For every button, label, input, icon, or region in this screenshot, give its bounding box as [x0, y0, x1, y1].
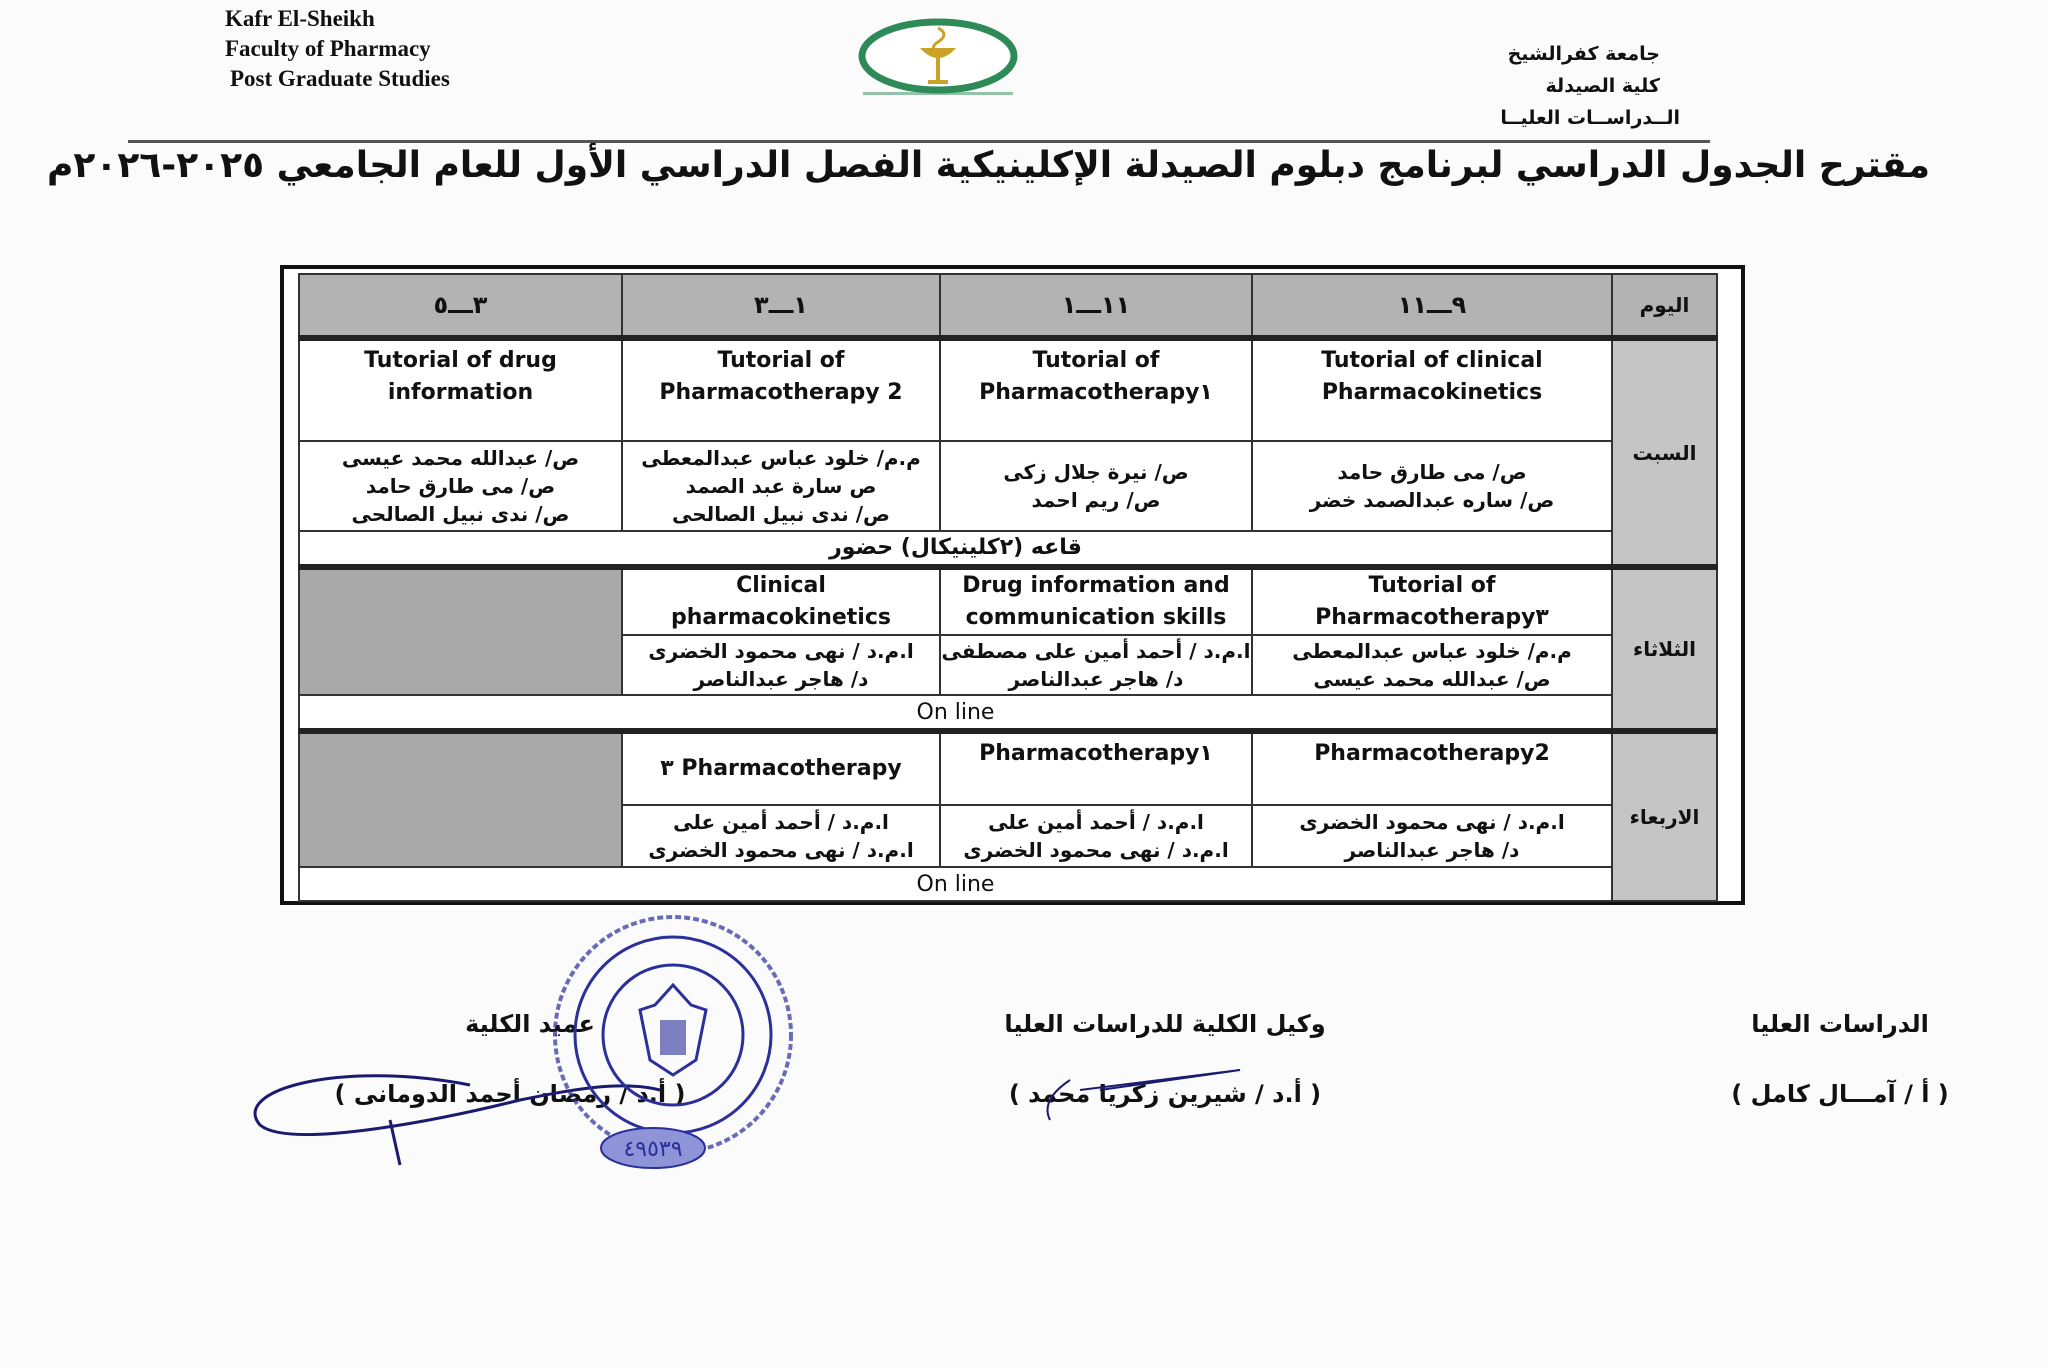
staff-name: م.م/ خلود عباس عبدالمعطى [1292, 639, 1572, 663]
staff-name: ص سارة عبد الصمد [685, 474, 877, 498]
handwritten-signatures [253, 1069, 1241, 1166]
course-cell: Tutorial of Pharmacotherapy٣ [1251, 564, 1613, 636]
arabic-letterhead: جامعة كفرالشيخ كلية الصيدلة الــدراســات… [1440, 38, 1680, 134]
header-slot-3-5: ٣ـــ٥ [298, 273, 623, 341]
header-slot-9-11: ٩ـــ١١ [1251, 273, 1613, 341]
signature-name: ( أ.د / شيرين زكريا محمد ) [1008, 1080, 1322, 1108]
mode-note: On line [298, 694, 1613, 732]
course-cell: Tutorial of Pharmacotherapy١ [939, 337, 1253, 442]
faculty-name-ar: كلية الصيدلة [1545, 75, 1660, 97]
signature-vice-dean: وكيل الكلية للدراسات العليا ( أ.د / شيري… [985, 1010, 1345, 1108]
staff-cell: ا.م.د / أحمد أمين على ا.م.د / نهى محمود ا… [621, 804, 941, 868]
staff-name: ص/ عبدالله محمد عيسى [1313, 667, 1551, 691]
header-day: اليوم [1611, 273, 1718, 341]
staff-cell: ص/ عبدالله محمد عيسى ص/ مى طارق حامد ص/ ند… [298, 440, 623, 532]
staff-cell: ص/ نيرة جلال زكى ص/ ريم احمد [939, 440, 1253, 532]
signature-title: الدراسات العليا [1751, 1010, 1929, 1038]
staff-cell: ا.م.د / أحمد أمين على مصطفى د/ هاجر عبدال… [939, 634, 1253, 696]
empty-slot [298, 564, 623, 696]
table-row-tuesday-staff: م.م/ خلود عباس عبدالمعطى ص/ عبدالله محمد … [299, 634, 1717, 696]
signature-name: ( أ / آمـــال كامل ) [1731, 1080, 1949, 1108]
staff-name: ص/ عبدالله محمد عيسى [341, 446, 580, 470]
signature-dean: عميد الكلية ( أ.د / رمضان أحمد الدومانى … [330, 1010, 690, 1108]
staff-name: ص/ ريم احمد [1031, 488, 1161, 512]
english-letterhead: Kafr El-Sheikh Faculty of Pharmacy Post … [225, 6, 450, 94]
faculty-name-en: Faculty of Pharmacy [225, 36, 431, 61]
signature-title: وكيل الكلية للدراسات العليا [1004, 1010, 1326, 1038]
staff-name: ا.م.د / نهى محمود الخضرى [1299, 810, 1565, 834]
staff-name: ص/ ندى نبيل الصالحى [672, 502, 890, 526]
header-slot-1-3: ١ـــ٣ [621, 273, 941, 341]
stamp-number: ٤٩٥٣٩ [623, 1137, 682, 1162]
table-row-tuesday-note: On line [298, 694, 1717, 732]
day-wednesday: الاربعاء [1611, 728, 1718, 902]
day-tuesday: الثلاثاء [1611, 564, 1718, 732]
header-divider [128, 140, 1710, 143]
staff-cell: م.م/ خلود عباس عبدالمعطى ص/ عبدالله محمد … [1251, 634, 1613, 696]
staff-name: ا.م.د / نهى محمود الخضرى [648, 838, 914, 862]
signature-postgrad: الدراسات العليا ( أ / آمـــال كامل ) [1660, 1010, 2020, 1108]
course-cell: Pharmacotherapy2 [1251, 728, 1613, 806]
staff-name: د/ هاجر عبدالناصر [1008, 667, 1184, 691]
official-stamp: ٤٩٥٣٩ [553, 915, 793, 1169]
staff-name: ا.م.د / نهى محمود الخضرى [963, 838, 1229, 862]
course-cell: Pharmacotherapy ٣ [621, 728, 941, 806]
schedule-table: اليوم ٩ـــ١١ ١١ـــ١ ١ـــ٣ ٣ـــ٥ السبت Tu… [280, 265, 1745, 905]
staff-name: ص/ ندى نبيل الصالحى [351, 502, 570, 526]
staff-cell: ا.م.د / نهى محمود الخضرى د/ هاجر عبدالناص… [621, 634, 941, 696]
table-row-saturday-courses: السبت Tutorial of clinical Pharmacokinet… [298, 337, 1718, 568]
table-row-saturday-staff: ص/ مى طارق حامد ص/ ساره عبدالصمد خضر ص/ ن… [298, 440, 1717, 532]
staff-name: ص/ مى طارق حامد [1337, 460, 1527, 484]
staff-name: ا.م.د / أحمد أمين على [988, 810, 1204, 834]
course-cell: Tutorial of clinical Pharmacokinetics [1251, 337, 1613, 442]
table-row-wednesday-note: On line [298, 866, 1717, 902]
staff-name: ص/ نيرة جلال زكى [1003, 460, 1189, 484]
table-row-wednesday-courses: الاربعاء Pharmacotherapy2 Pharmacotherap… [298, 728, 1718, 902]
course-cell: Tutorial of Pharmacotherapy 2 [621, 337, 941, 442]
empty-slot [298, 728, 623, 868]
staff-cell: ص/ مى طارق حامد ص/ ساره عبدالصمد خضر [1251, 440, 1613, 532]
course-cell: Pharmacotherapy١ [939, 728, 1253, 806]
department-name-en: Post Graduate Studies [230, 66, 450, 91]
staff-name: ص/ ساره عبدالصمد خضر [1309, 488, 1555, 512]
location-note: قاعه (٢كلينيكال) حضور [298, 530, 1613, 568]
table-row-saturday-note: قاعه (٢كلينيكال) حضور [298, 530, 1717, 568]
table-row-wednesday-staff: ا.م.د / نهى محمود الخضرى د/ هاجر عبدالناص… [299, 804, 1717, 868]
signature-title: عميد الكلية [465, 1010, 595, 1038]
university-name-ar: جامعة كفرالشيخ [1507, 43, 1660, 65]
table-header-row: اليوم ٩ـــ١١ ١١ـــ١ ١ـــ٣ ٣ـــ٥ [298, 273, 1718, 341]
faculty-logo [858, 18, 1018, 95]
staff-cell: م.م/ خلود عباس عبدالمعطى ص سارة عبد الصمد… [621, 440, 941, 532]
department-name-ar: الــدراســات العليــا [1500, 107, 1680, 129]
table-row-tuesday-courses: الثلاثاء Tutorial of Pharmacotherapy٣ Dr… [298, 564, 1718, 732]
staff-cell: ا.م.د / أحمد أمين على ا.م.د / نهى محمود ا… [939, 804, 1253, 868]
staff-name: د/ هاجر عبدالناصر [693, 667, 869, 691]
mode-note: On line [298, 866, 1613, 902]
document-title: مقترح الجدول الدراسي لبرنامج دبلوم الصيد… [47, 145, 1930, 186]
staff-name: ص/ مى طارق حامد [365, 474, 556, 498]
staff-name: ا.م.د / نهى محمود الخضرى [648, 639, 914, 663]
university-name-en: Kafr El-Sheikh [225, 6, 375, 31]
header-slot-11-1: ١١ـــ١ [939, 273, 1253, 341]
staff-name: م.م/ خلود عباس عبدالمعطى [641, 446, 921, 470]
course-cell: Clinical pharmacokinetics [621, 564, 941, 636]
staff-cell: ا.م.د / نهى محمود الخضرى د/ هاجر عبدالناص… [1251, 804, 1613, 868]
course-cell: Tutorial of drug information [298, 337, 623, 442]
day-saturday: السبت [1611, 337, 1718, 568]
staff-name: د/ هاجر عبدالناصر [1344, 838, 1520, 862]
course-cell: Drug information and communication skill… [939, 564, 1253, 636]
staff-name: ا.م.د / أحمد أمين على مصطفى [941, 639, 1251, 663]
staff-name: ا.م.د / أحمد أمين على [673, 810, 889, 834]
